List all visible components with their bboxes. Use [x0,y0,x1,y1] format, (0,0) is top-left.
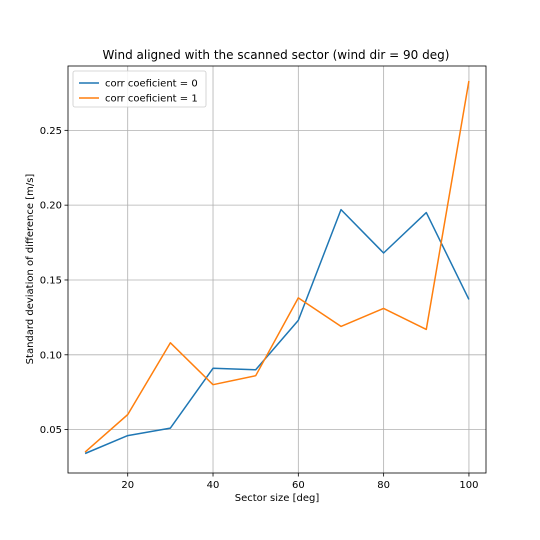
y-tick-label: 0.25 [40,126,62,137]
y-tick-label: 0.20 [40,201,62,212]
x-tick-label: 40 [207,480,220,491]
legend: corr coeficient = 0 corr coeficient = 1 [72,70,207,108]
x-tick-label: 60 [292,480,305,491]
legend-entry: corr coeficient = 1 [105,94,198,105]
legend-box [72,70,207,108]
chart-title: Wind aligned with the scanned sector (wi… [103,48,450,62]
series-lines [84,80,470,455]
plot-frame [67,65,487,474]
series-line-0 [84,208,470,455]
grid [68,66,486,473]
y-tick-label: 0.15 [40,275,62,286]
legend-entry: corr coeficient = 0 [105,79,198,90]
y-tick-label: 0.10 [40,350,62,361]
ticks: 20 40 60 80 100 0.05 0.10 0.15 0.20 0.25 [40,126,479,491]
x-axis-label: Sector size [deg] [235,493,320,504]
x-tick-label: 100 [459,480,478,491]
y-tick-label: 0.05 [40,425,62,436]
x-tick-label: 20 [121,480,134,491]
series-line-1 [84,80,470,453]
y-axis-label: Standard deviation of difference [m/s] [25,174,36,365]
x-tick-label: 80 [377,480,390,491]
